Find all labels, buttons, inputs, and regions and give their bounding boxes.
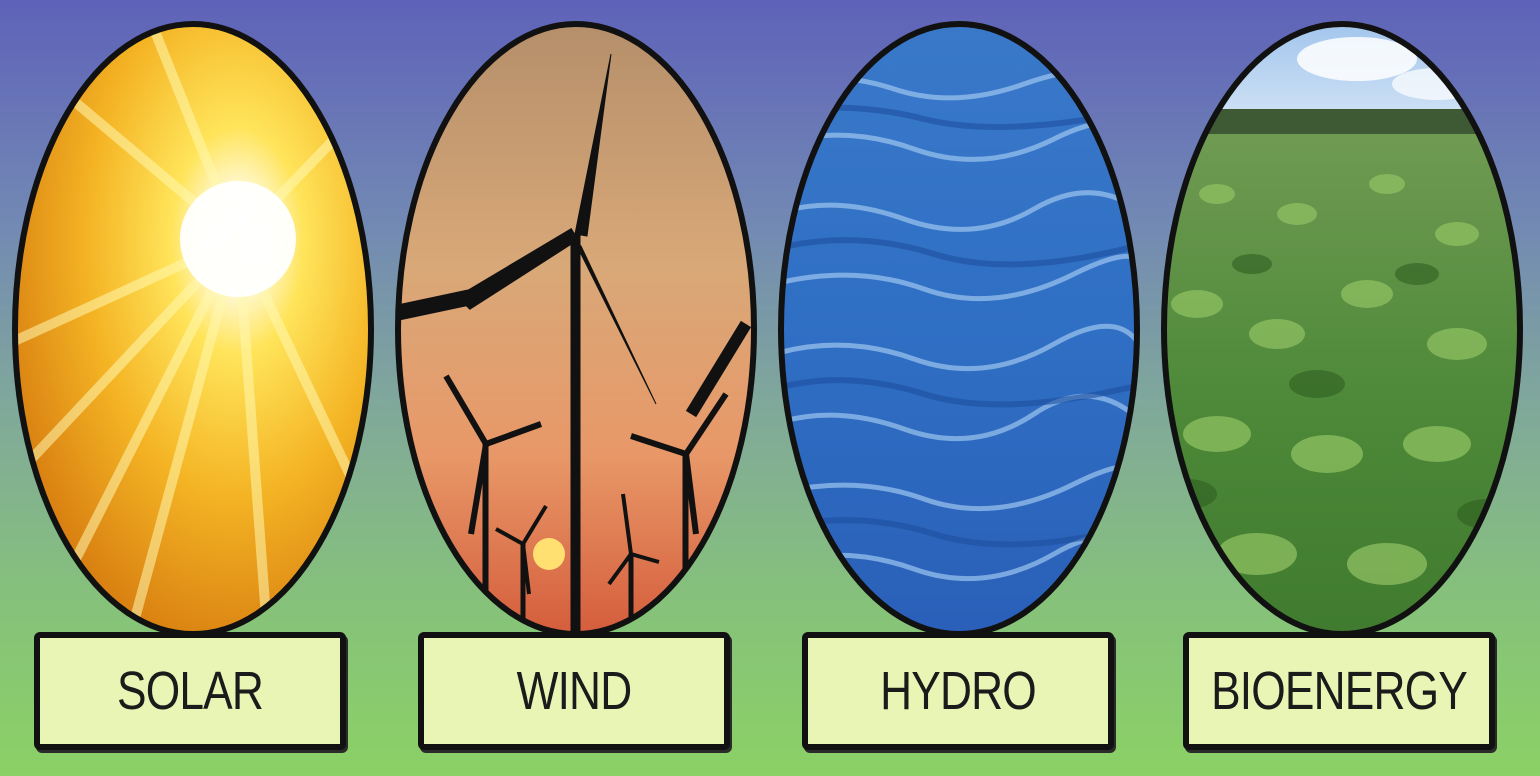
- bioenergy-image: [1161, 21, 1523, 637]
- hydro-label-box: HYDRO: [802, 632, 1114, 750]
- wind-label-box: WIND: [418, 632, 730, 750]
- wind-panel: WIND: [391, 0, 771, 776]
- solar-label: SOLAR: [116, 661, 264, 721]
- bioenergy-label-box: BIOENERGY: [1183, 632, 1495, 750]
- hydro-panel: HYDRO: [774, 0, 1154, 776]
- hydro-label: HYDRO: [880, 661, 1037, 721]
- solar-panel: SOLAR: [8, 0, 388, 776]
- bioenergy-panel: BIOENERGY: [1157, 0, 1537, 776]
- wind-image: [395, 21, 757, 637]
- bioenergy-label: BIOENERGY: [1211, 661, 1468, 721]
- hydro-image: [778, 21, 1140, 637]
- wind-label: WIND: [516, 661, 633, 721]
- solar-label-box: SOLAR: [34, 632, 346, 750]
- solar-image: [12, 21, 374, 637]
